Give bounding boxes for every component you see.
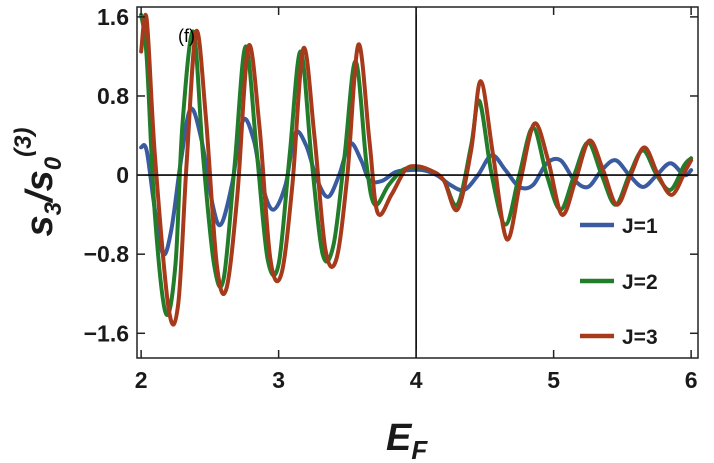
y-tick-label: −0.8 (84, 241, 130, 267)
series-layer (139, 12, 694, 327)
x-tick-label: 3 (272, 367, 285, 393)
x-tick-label: 6 (685, 367, 698, 393)
ticks-layer: 2 3 4 5 6 1.6 0.8 0 −0.8 −1.6 (84, 4, 698, 393)
legend-label: J=2 (622, 271, 658, 294)
x-axis-title: EF (386, 417, 428, 463)
x-tick-label: 5 (547, 367, 560, 393)
y-axis-title-sub1: 3 (40, 201, 67, 215)
plot-frame (136, 6, 699, 359)
y-axis-title-sup: (3) (10, 128, 37, 157)
y-axis-title-main: s (19, 215, 61, 236)
y-axis-title: s3/s0(3) (10, 128, 67, 237)
legend-label: J=3 (622, 326, 658, 349)
y-tick-label: 0 (116, 162, 129, 188)
legend-item-bg (576, 263, 686, 293)
series-line-j-3 (139, 13, 694, 327)
x-axis-title-main: E (386, 417, 413, 459)
legend: J=1 J=2 J=3 (576, 207, 686, 349)
legend-label: J=1 (622, 215, 658, 238)
x-tick-label: 4 (410, 367, 423, 393)
x-axis-title-sub: F (411, 435, 428, 463)
legend-item-bg (576, 318, 686, 348)
axes-layer (136, 6, 699, 359)
y-tick-label: −1.6 (84, 320, 129, 346)
legend-item-bg (576, 207, 686, 237)
y-tick-label: 1.6 (97, 4, 129, 30)
y-tick-label: 0.8 (97, 83, 129, 109)
y-axis-title-slash: /s (19, 170, 61, 204)
y-axis-title-sub2: 0 (40, 156, 67, 170)
x-tick-label: 2 (135, 367, 148, 393)
panel-label: (f) (178, 26, 195, 46)
